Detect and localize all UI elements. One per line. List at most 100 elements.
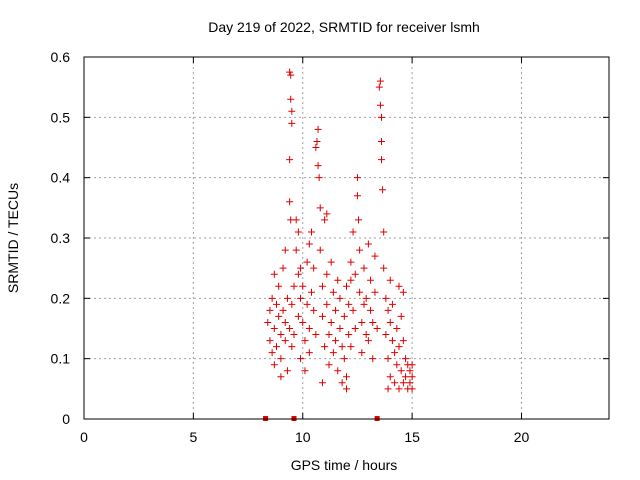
data-point	[379, 186, 387, 194]
data-point	[323, 210, 331, 218]
data-point	[314, 162, 322, 170]
data-point	[395, 343, 403, 351]
data-point	[399, 288, 407, 296]
data-point	[292, 216, 300, 224]
data-point	[316, 204, 324, 212]
data-point	[386, 318, 394, 326]
data-point	[277, 355, 285, 363]
data-point	[325, 331, 333, 339]
data-point	[313, 137, 321, 145]
data-point	[277, 373, 285, 381]
data-point	[266, 337, 274, 345]
data-point	[369, 318, 377, 326]
data-point	[299, 318, 307, 326]
data-point	[393, 325, 401, 332]
data-point	[318, 282, 326, 290]
data-point	[268, 294, 276, 302]
data-point	[270, 361, 278, 369]
data-point	[301, 367, 309, 375]
data-point	[391, 349, 399, 357]
x-tick-label: 5	[189, 429, 197, 445]
data-point	[358, 318, 366, 326]
data-point	[336, 325, 344, 332]
data-point	[329, 349, 337, 357]
data-point	[386, 276, 394, 284]
data-point	[334, 367, 342, 375]
data-point	[266, 306, 274, 314]
data-point	[334, 276, 342, 284]
data-point	[397, 312, 405, 320]
data-point	[294, 270, 302, 278]
data-point	[270, 270, 278, 278]
data-point	[273, 343, 280, 351]
data-point	[345, 331, 353, 339]
data-point	[283, 367, 291, 375]
data-point	[408, 361, 416, 369]
data-point	[340, 312, 348, 320]
data-point	[312, 331, 320, 339]
data-point	[391, 379, 399, 387]
y-tick-label: 0.5	[51, 109, 71, 125]
data-point	[283, 294, 291, 302]
data-point	[402, 373, 410, 381]
data-point	[288, 343, 296, 351]
y-tick-label: 0.3	[51, 230, 71, 246]
data-point	[312, 144, 320, 151]
x-axis-label: GPS time / hours	[291, 457, 398, 473]
data-point	[325, 361, 333, 369]
data-point	[360, 300, 368, 308]
data-point	[406, 379, 414, 387]
data-point	[364, 337, 372, 345]
data-point	[388, 337, 396, 345]
data-point	[332, 337, 340, 345]
y-axis-label: SRMTID / TECUs	[5, 183, 21, 293]
data-point	[327, 258, 335, 266]
data-point	[378, 156, 385, 164]
data-point	[275, 312, 283, 320]
x-tick-label: 0	[80, 429, 88, 445]
data-point	[384, 306, 392, 314]
data-point	[364, 240, 372, 248]
data-point	[345, 300, 353, 308]
data-point	[287, 95, 295, 103]
data-point	[277, 331, 285, 339]
data-point	[323, 300, 331, 308]
data-point	[321, 343, 329, 351]
data-point	[286, 68, 294, 76]
data-point	[316, 246, 324, 254]
data-point	[318, 379, 326, 387]
data-point	[402, 355, 410, 363]
data-point	[380, 264, 388, 272]
data-point	[338, 343, 346, 351]
data-point	[299, 282, 307, 290]
data-point	[286, 156, 294, 164]
y-tick-label: 0.1	[51, 351, 71, 367]
data-point	[297, 294, 305, 302]
data-point	[384, 385, 392, 393]
x-tick-label: 20	[514, 429, 530, 445]
y-tick-label: 0.4	[51, 170, 71, 186]
data-point	[315, 174, 323, 182]
data-point	[310, 306, 318, 314]
data-point	[288, 107, 296, 115]
data-point	[356, 288, 364, 296]
data-point	[375, 83, 383, 91]
data-point	[321, 216, 329, 224]
data-point	[323, 270, 331, 278]
y-tick-label: 0.6	[51, 49, 71, 65]
axis-ticks	[83, 56, 609, 420]
data-point	[343, 282, 350, 290]
data-point	[294, 228, 302, 236]
data-point	[297, 264, 305, 272]
data-point	[275, 282, 283, 290]
y-tick-label: 0.2	[51, 290, 71, 306]
data-point	[329, 288, 337, 296]
data-point	[373, 325, 381, 332]
chart-title: Day 219 of 2022, SRMTID for receiver lsm…	[208, 19, 480, 35]
y-tick-label: 0	[62, 411, 70, 427]
data-point	[303, 258, 311, 266]
data-point	[378, 137, 385, 145]
data-point	[305, 325, 313, 332]
data-point	[270, 325, 278, 332]
data-point	[395, 282, 403, 290]
